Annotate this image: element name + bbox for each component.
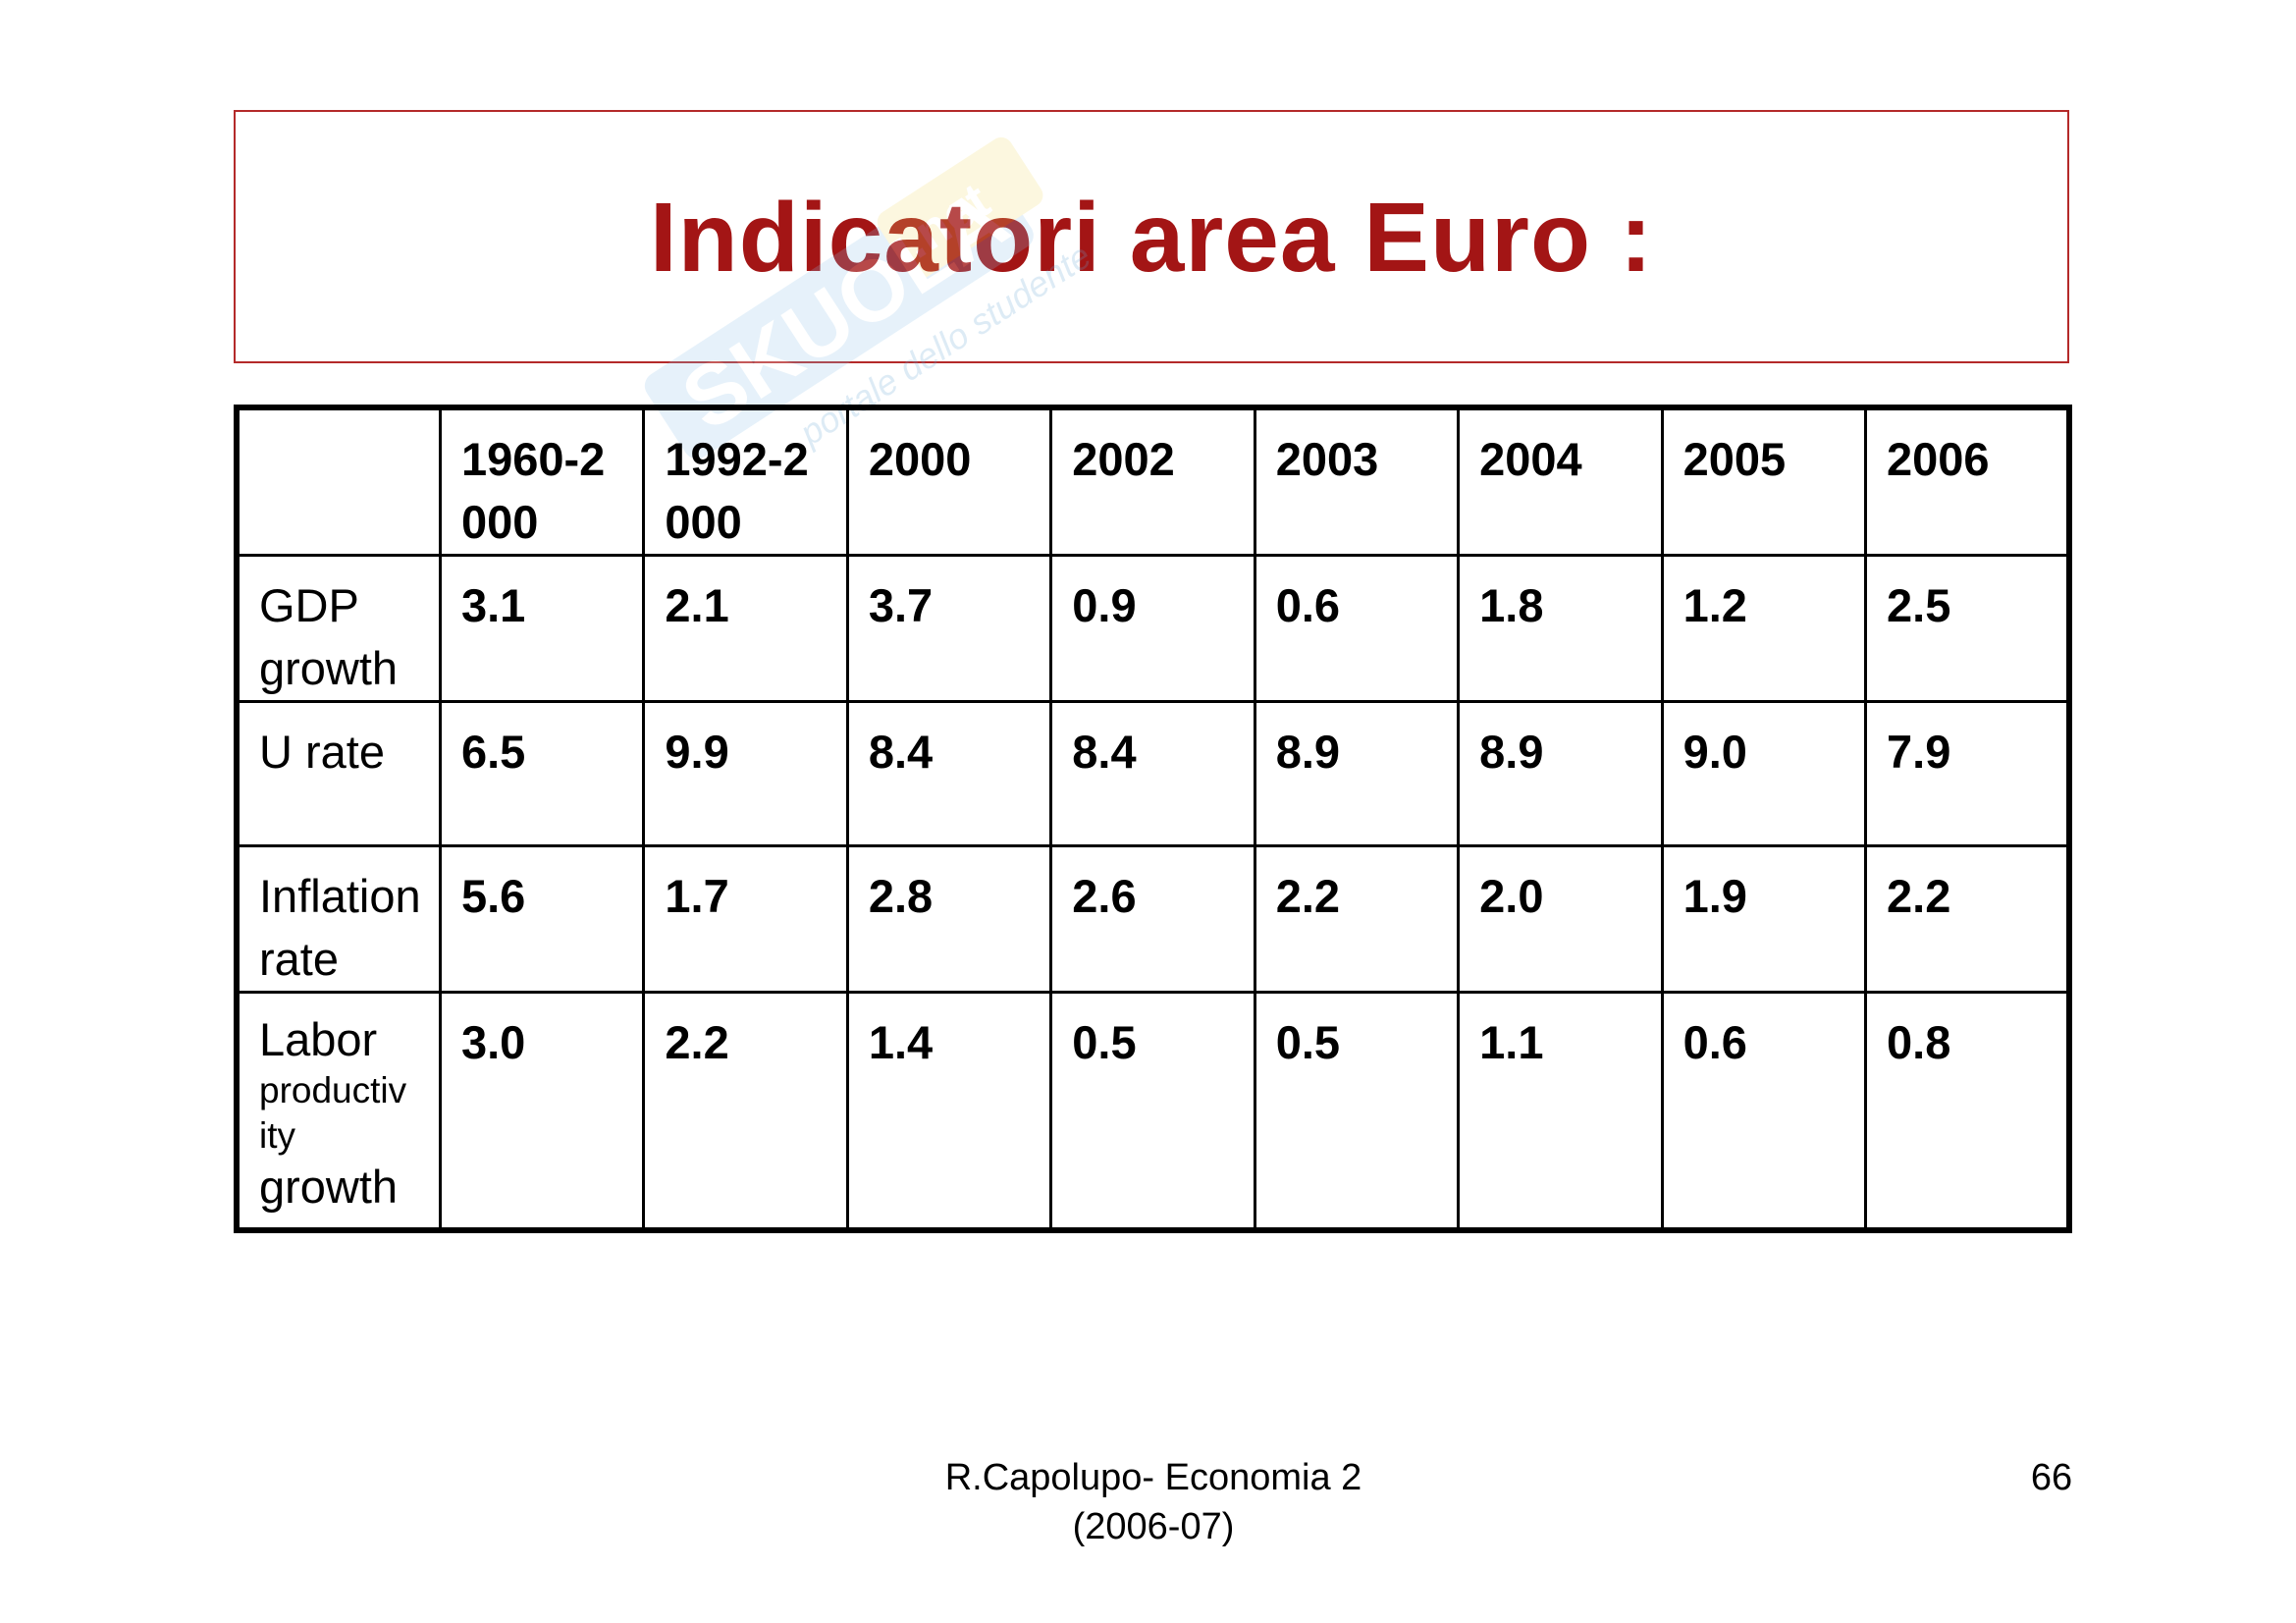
value-cell: 1.4 [845,991,1053,1231]
value-cell: 0.9 [1049,554,1256,703]
value-cell: 8.9 [1457,700,1664,847]
value-cell: 0.5 [1049,991,1256,1231]
row-label: Inflation rate [235,844,442,994]
value-cell: 0.5 [1253,991,1461,1231]
value-cell: 3.1 [438,554,646,703]
header-cell: 2005 [1660,406,1868,557]
value-cell: 1.9 [1660,844,1868,994]
row-label: Labor productiv ity growth [235,991,442,1231]
value-cell: 2.0 [1457,844,1664,994]
row-label: GDP growth [235,554,442,703]
value-cell: 3.0 [438,991,646,1231]
value-cell: 8.4 [845,700,1053,847]
value-cell: 5.6 [438,844,646,994]
corner-cell [235,406,442,557]
header-cell: 2002 [1049,406,1256,557]
row-label-part: Labor [259,1013,378,1065]
value-cell: 2.2 [1253,844,1461,994]
value-cell: 2.8 [845,844,1053,994]
value-cell: 1.1 [1457,991,1664,1231]
value-cell: 0.6 [1660,991,1868,1231]
value-cell: 0.6 [1253,554,1461,703]
row-label-part: growth [259,1161,399,1213]
value-cell: 8.4 [1049,700,1256,847]
value-cell: 8.9 [1253,700,1461,847]
footer-author-line: R.Capolupo- Economia 2 [944,1457,1362,1498]
value-cell: 6.5 [438,700,646,847]
row-label-part: productiv [259,1070,407,1110]
header-cell: 2006 [1864,406,2071,557]
header-cell: 2000 [845,406,1053,557]
table-row: Labor productiv ity growth 3.0 2.2 1.4 0… [235,991,2071,1231]
footer-year-line: (2006-07) [1072,1506,1235,1547]
value-cell: 3.7 [845,554,1053,703]
header-cell: 1960-2 000 [438,406,646,557]
row-label: U rate [235,700,442,847]
value-cell: 2.5 [1864,554,2071,703]
value-cell: 9.9 [642,700,849,847]
value-cell: 1.7 [642,844,849,994]
slide-title: Indicatori area Euro : [649,182,1654,293]
header-cell: 2003 [1253,406,1461,557]
value-cell: 1.8 [1457,554,1664,703]
slide-footer: R.Capolupo- Economia 2 (2006-07) [854,1453,1453,1551]
value-cell: 2.2 [1864,844,2071,994]
value-cell: 9.0 [1660,700,1868,847]
table-row: U rate 6.5 9.9 8.4 8.4 8.9 8.9 9.0 7.9 [235,700,2071,847]
indicators-table: 1960-2 000 1992-2 000 2000 2002 2003 200… [234,405,2072,1233]
page-number: 66 [2030,1457,2073,1498]
header-row: 1960-2 000 1992-2 000 2000 2002 2003 200… [235,406,2071,557]
value-cell: 0.8 [1864,991,2071,1231]
value-cell: 2.1 [642,554,849,703]
header-cell: 2004 [1457,406,1664,557]
table-row: GDP growth 3.1 2.1 3.7 0.9 0.6 1.8 1.2 2… [235,554,2071,703]
value-cell: 1.2 [1660,554,1868,703]
title-box: Indicatori area Euro : [234,110,2069,363]
header-cell: 1992-2 000 [642,406,849,557]
table-row: Inflation rate 5.6 1.7 2.8 2.6 2.2 2.0 1… [235,844,2071,994]
value-cell: 2.6 [1049,844,1256,994]
value-cell: 2.2 [642,991,849,1231]
row-label-part: ity [259,1115,295,1156]
value-cell: 7.9 [1864,700,2071,847]
